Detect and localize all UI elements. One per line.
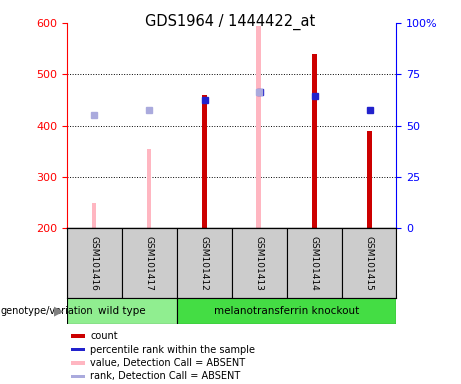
Bar xyxy=(92,203,96,228)
Text: GDS1964 / 1444422_at: GDS1964 / 1444422_at xyxy=(145,13,316,30)
Text: melanotransferrin knockout: melanotransferrin knockout xyxy=(214,306,359,316)
Bar xyxy=(312,54,317,228)
Bar xyxy=(342,228,396,298)
Bar xyxy=(202,95,207,228)
Bar xyxy=(256,26,261,228)
Bar xyxy=(367,131,372,228)
Text: GSM101414: GSM101414 xyxy=(309,236,319,290)
Bar xyxy=(122,228,177,298)
Text: wild type: wild type xyxy=(98,306,146,316)
Bar xyxy=(287,228,342,298)
Text: GSM101413: GSM101413 xyxy=(254,236,264,290)
Bar xyxy=(71,348,85,351)
Text: ▶: ▶ xyxy=(54,305,64,318)
Bar xyxy=(147,149,151,228)
Bar xyxy=(71,361,85,364)
Text: GSM101412: GSM101412 xyxy=(200,236,209,290)
Text: rank, Detection Call = ABSENT: rank, Detection Call = ABSENT xyxy=(90,371,241,381)
Text: percentile rank within the sample: percentile rank within the sample xyxy=(90,344,255,354)
Text: genotype/variation: genotype/variation xyxy=(1,306,94,316)
Bar xyxy=(71,334,85,338)
Bar xyxy=(177,228,231,298)
Text: GSM101417: GSM101417 xyxy=(145,236,154,290)
Text: GSM101416: GSM101416 xyxy=(90,236,99,290)
Bar xyxy=(67,298,177,324)
Bar xyxy=(231,228,287,298)
Text: GSM101415: GSM101415 xyxy=(365,236,373,290)
Bar xyxy=(67,228,122,298)
Bar xyxy=(71,375,85,378)
Text: value, Detection Call = ABSENT: value, Detection Call = ABSENT xyxy=(90,358,245,368)
Bar xyxy=(177,298,396,324)
Text: count: count xyxy=(90,331,118,341)
